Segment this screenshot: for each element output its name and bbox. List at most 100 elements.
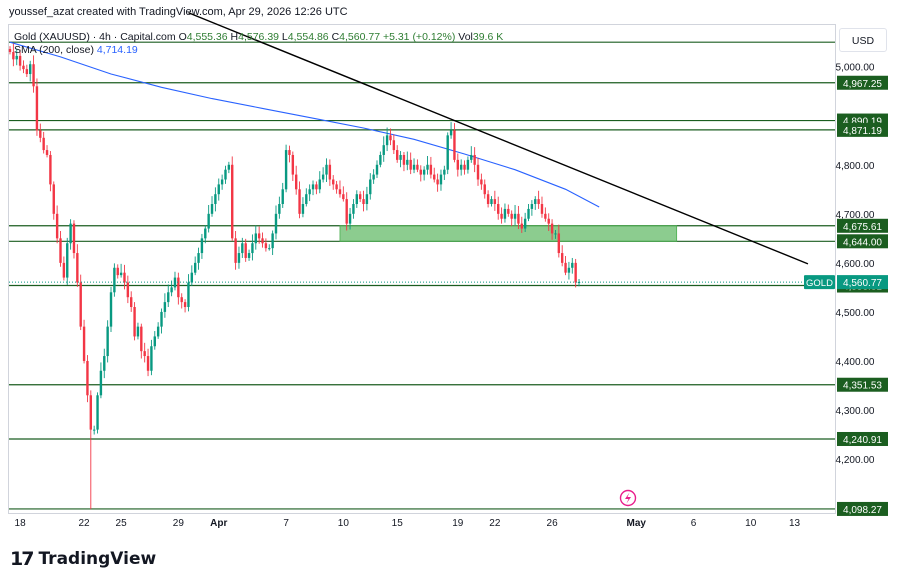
candle-body[interactable] xyxy=(66,243,69,278)
candle-body[interactable] xyxy=(385,135,389,146)
candle-body[interactable] xyxy=(392,140,396,151)
candle-body[interactable] xyxy=(183,302,187,308)
candle-body[interactable] xyxy=(281,189,284,205)
candle-body[interactable] xyxy=(305,194,308,205)
candle-body[interactable] xyxy=(163,302,167,312)
candle-body[interactable] xyxy=(274,213,278,234)
candle-body[interactable] xyxy=(345,199,348,224)
candle-body[interactable] xyxy=(261,238,264,244)
candle-body[interactable] xyxy=(311,184,315,190)
candle-body[interactable] xyxy=(497,204,500,214)
candle-body[interactable] xyxy=(86,360,89,396)
candle-body[interactable] xyxy=(355,194,359,205)
candle-body[interactable] xyxy=(12,51,15,60)
candle-body[interactable] xyxy=(146,356,150,371)
candle-body[interactable] xyxy=(520,223,523,229)
candle-body[interactable] xyxy=(301,204,305,214)
candle-body[interactable] xyxy=(103,356,106,371)
candle-body[interactable] xyxy=(439,174,443,185)
support-zone[interactable] xyxy=(339,225,678,242)
chart-pane[interactable] xyxy=(8,24,836,514)
candle-body[interactable] xyxy=(510,213,513,219)
candle-body[interactable] xyxy=(396,150,399,160)
candle-body[interactable] xyxy=(136,326,140,337)
candle-body[interactable] xyxy=(288,150,291,155)
candle-body[interactable] xyxy=(231,164,234,239)
candle-body[interactable] xyxy=(187,282,190,308)
candle-body[interactable] xyxy=(92,429,96,431)
candle-body[interactable] xyxy=(406,159,409,165)
candle-body[interactable] xyxy=(567,267,571,273)
candle-body[interactable] xyxy=(513,213,517,219)
candle-body[interactable] xyxy=(537,199,540,205)
candle-body[interactable] xyxy=(389,135,392,141)
candle-body[interactable] xyxy=(517,213,520,224)
candle-body[interactable] xyxy=(490,199,493,205)
candle-body[interactable] xyxy=(422,169,426,175)
candle-body[interactable] xyxy=(156,326,160,337)
candle-body[interactable] xyxy=(62,262,66,278)
candle-body[interactable] xyxy=(241,243,244,254)
candle-body[interactable] xyxy=(436,179,439,185)
candle-body[interactable] xyxy=(530,204,534,209)
candle-body[interactable] xyxy=(150,346,153,371)
candle-body[interactable] xyxy=(540,204,544,214)
candle-body[interactable] xyxy=(466,159,470,170)
candle-body[interactable] xyxy=(227,164,231,170)
candle-body[interactable] xyxy=(416,164,419,170)
candle-body[interactable] xyxy=(29,64,32,75)
candle-body[interactable] xyxy=(193,262,197,273)
candle-body[interactable] xyxy=(224,169,227,180)
candle-body[interactable] xyxy=(456,159,460,170)
candle-body[interactable] xyxy=(210,204,214,214)
candle-body[interactable] xyxy=(362,199,365,205)
candle-body[interactable] xyxy=(113,267,116,293)
candle-body[interactable] xyxy=(22,65,25,70)
candle-body[interactable] xyxy=(507,208,510,214)
candle-body[interactable] xyxy=(234,238,237,263)
candle-body[interactable] xyxy=(15,55,18,60)
candle-body[interactable] xyxy=(328,164,332,180)
candle-body[interactable] xyxy=(167,292,170,303)
candle-body[interactable] xyxy=(315,184,318,190)
candle-body[interactable] xyxy=(284,150,288,190)
candle-body[interactable] xyxy=(446,135,449,170)
trendline[interactable] xyxy=(188,12,809,265)
candle-body[interactable] xyxy=(72,223,76,254)
candle-body[interactable] xyxy=(348,213,352,224)
candle-body[interactable] xyxy=(79,282,82,327)
candle-body[interactable] xyxy=(433,174,436,180)
candle-body[interactable] xyxy=(291,154,295,175)
candle-body[interactable] xyxy=(207,213,210,229)
sma-legend[interactable]: SMA (200, close) 4,714.19 xyxy=(14,44,138,56)
candle-body[interactable] xyxy=(82,326,86,361)
candle-body[interactable] xyxy=(143,351,146,357)
candle-body[interactable] xyxy=(190,272,194,283)
candle-body[interactable] xyxy=(443,169,446,175)
candle-body[interactable] xyxy=(55,213,59,239)
candle-body[interactable] xyxy=(69,223,72,244)
candle-body[interactable] xyxy=(483,184,486,195)
candle-body[interactable] xyxy=(244,243,247,258)
candle-body[interactable] xyxy=(254,233,257,244)
candle-body[interactable] xyxy=(338,189,342,195)
candle-body[interactable] xyxy=(459,164,463,170)
candle-body[interactable] xyxy=(177,277,180,298)
candle-body[interactable] xyxy=(308,189,311,195)
candle-body[interactable] xyxy=(550,223,554,234)
candle-body[interactable] xyxy=(372,174,375,180)
candle-body[interactable] xyxy=(379,154,382,165)
candle-body[interactable] xyxy=(200,238,204,254)
candle-body[interactable] xyxy=(39,130,42,138)
candle-body[interactable] xyxy=(237,253,241,263)
candle-body[interactable] xyxy=(35,86,39,131)
candle-body[interactable] xyxy=(106,326,109,357)
candle-body[interactable] xyxy=(42,137,45,151)
candle-body[interactable] xyxy=(332,179,335,185)
candle-body[interactable] xyxy=(8,49,12,52)
candle-body[interactable] xyxy=(220,179,224,185)
candle-body[interactable] xyxy=(449,130,453,136)
candle-body[interactable] xyxy=(89,395,93,430)
candle-body[interactable] xyxy=(369,179,372,195)
candle-body[interactable] xyxy=(59,238,62,263)
